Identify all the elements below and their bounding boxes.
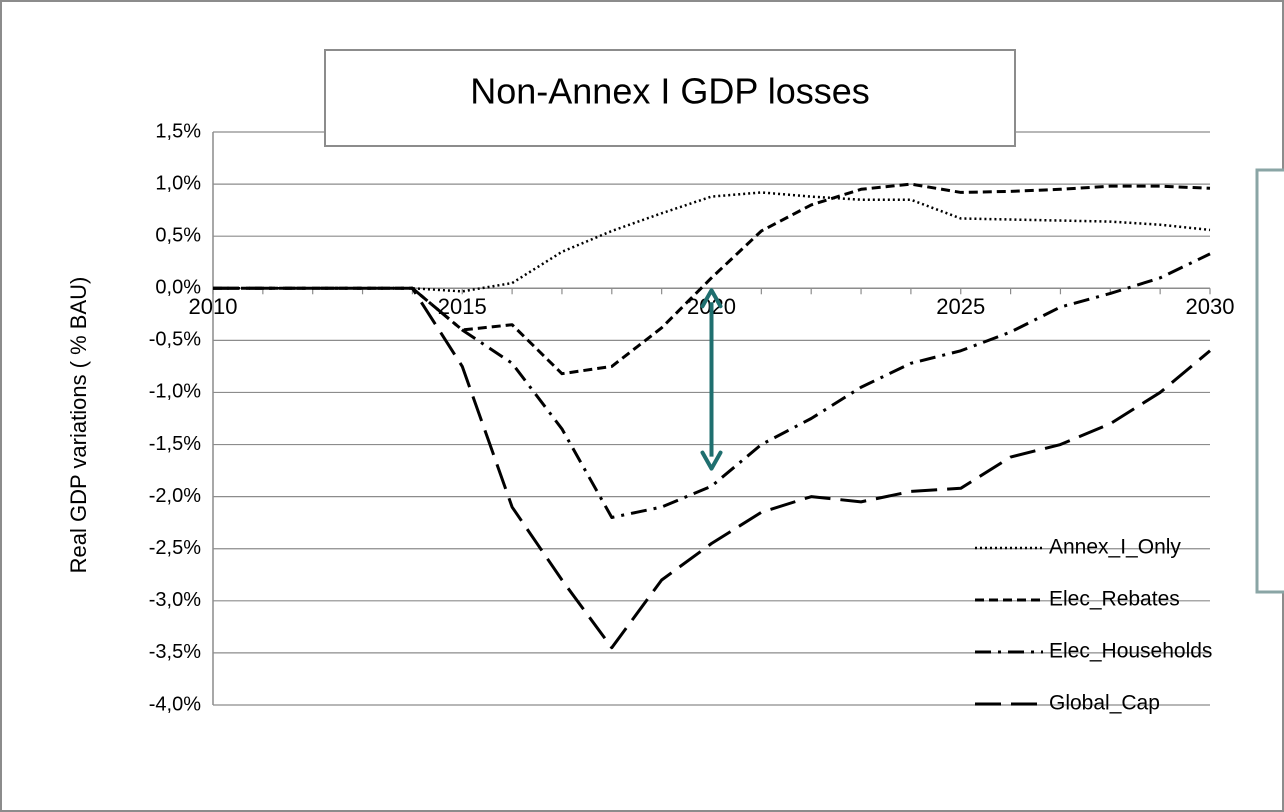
- y-tick-label: -4,0%: [149, 693, 201, 715]
- series-lines: [213, 182, 1211, 650]
- legend-label-global-cap: Global_Cap: [1049, 692, 1160, 715]
- title-box: [324, 49, 1016, 147]
- chart-title: Non-Annex I GDP losses: [470, 71, 870, 112]
- x-tick-labels: 20102015202020252030: [189, 294, 1235, 319]
- series-line-elec-rebates: [213, 182, 1211, 376]
- side-box: [1255, 168, 1284, 594]
- y-tick-label: 0,5%: [155, 224, 201, 246]
- annotation-arrow-head-bottom: [700, 450, 723, 471]
- legend-label-elec-households: Elec_Households: [1049, 640, 1212, 663]
- annotation-arrow-head-top: [700, 288, 723, 309]
- annotation: [700, 288, 723, 471]
- y-tick-label: -0,5%: [149, 329, 201, 351]
- y-tick-label: 0,0%: [155, 277, 201, 299]
- y-tick-label: -1,0%: [149, 381, 201, 403]
- y-tick-label: -3,0%: [149, 589, 201, 611]
- y-tick-label: -3,5%: [149, 641, 201, 663]
- y-tick-label: -1,5%: [149, 433, 201, 455]
- y-axis-label: Real GDP variations ( % BAU): [66, 277, 91, 574]
- x-tick-label: 2030: [1186, 294, 1235, 319]
- legend: Annex_I_Only Elec_Rebates Elec_Households G…: [975, 536, 1212, 715]
- legend-label-annex-i-only: Annex_I_Only: [1049, 536, 1181, 559]
- x-tick-label: 2010: [189, 294, 238, 319]
- legend-label-elec-rebates: Elec_Rebates: [1049, 588, 1180, 611]
- y-tick-label: 1,5%: [155, 120, 201, 142]
- x-tick-label: 2025: [936, 294, 985, 319]
- y-tick-label: -2,5%: [149, 537, 201, 559]
- series-line-global-cap: [213, 286, 1211, 650]
- y-tick-labels: 1,5% 1,0% 0,5% 0,0% -0,5% -1,0% -1,5% -2,0% -2,5…: [149, 120, 201, 715]
- y-tick-label: 1,0%: [155, 172, 201, 194]
- y-tick-label: -2,0%: [149, 485, 201, 507]
